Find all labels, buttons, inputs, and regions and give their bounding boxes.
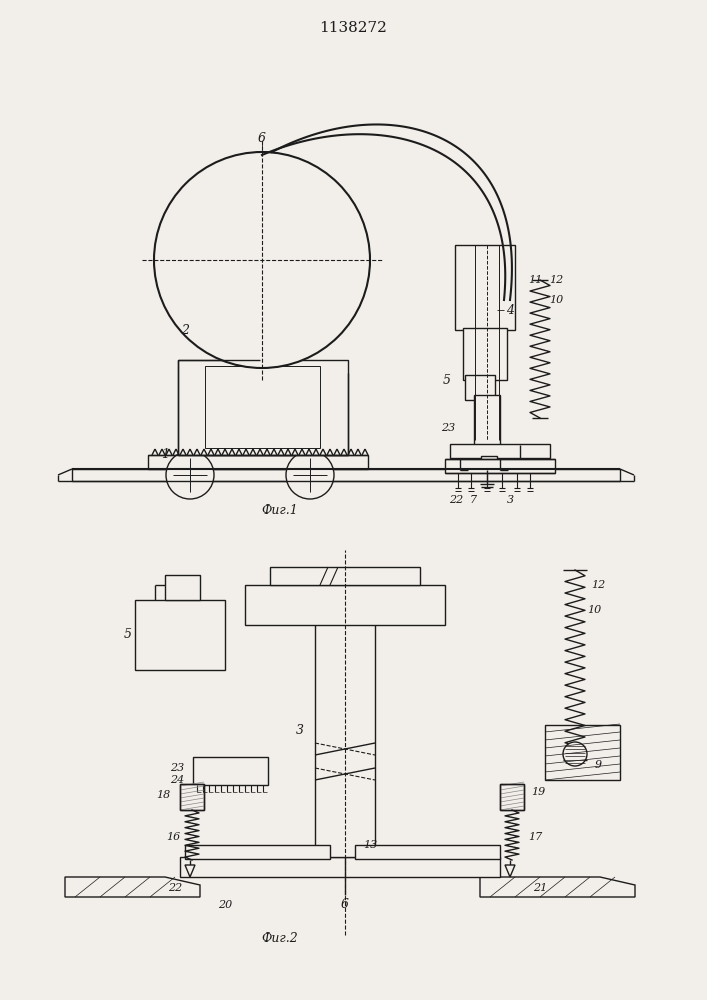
Text: 10: 10: [587, 605, 601, 615]
Text: 17: 17: [528, 832, 542, 842]
Text: 22: 22: [168, 883, 182, 893]
Text: 19: 19: [531, 787, 545, 797]
Polygon shape: [505, 865, 515, 877]
Text: 4: 4: [506, 304, 514, 316]
Text: 1138272: 1138272: [319, 21, 387, 35]
Bar: [245, 585, 445, 625]
Circle shape: [166, 451, 214, 499]
Bar: [465, 375, 495, 400]
Text: Фиг.2: Фиг.2: [262, 932, 298, 944]
Text: 13: 13: [363, 840, 377, 850]
Text: 10: 10: [549, 295, 563, 305]
Bar: [135, 600, 225, 670]
Text: 22: 22: [449, 495, 463, 505]
Bar: [355, 845, 500, 859]
Circle shape: [286, 451, 334, 499]
Bar: [72, 469, 620, 481]
Polygon shape: [185, 865, 195, 877]
Text: 16: 16: [166, 832, 180, 842]
Text: 23: 23: [170, 763, 184, 773]
Text: 6: 6: [341, 898, 349, 912]
Text: 20: 20: [218, 900, 232, 910]
Bar: [463, 328, 507, 380]
Bar: [205, 366, 320, 448]
Text: 21: 21: [533, 883, 547, 893]
Bar: [315, 610, 375, 857]
Bar: [445, 459, 555, 473]
Text: 2: 2: [181, 324, 189, 336]
Bar: [474, 395, 500, 445]
Bar: [193, 757, 268, 785]
Circle shape: [154, 152, 370, 368]
Bar: [180, 784, 204, 810]
Bar: [270, 567, 420, 585]
Circle shape: [563, 742, 587, 766]
Bar: [148, 455, 368, 469]
Bar: [455, 245, 515, 330]
Bar: [180, 857, 500, 877]
Bar: [500, 784, 524, 810]
Polygon shape: [65, 877, 200, 897]
Text: 3: 3: [296, 724, 304, 736]
Text: 12: 12: [549, 275, 563, 285]
Text: 3: 3: [506, 495, 513, 505]
Text: 7: 7: [469, 495, 477, 505]
Text: Фиг.1: Фиг.1: [262, 504, 298, 516]
Polygon shape: [480, 877, 635, 897]
Text: 18: 18: [156, 790, 170, 800]
Text: 12: 12: [591, 580, 605, 590]
Text: 6: 6: [258, 131, 266, 144]
Bar: [545, 725, 620, 780]
Bar: [450, 444, 550, 458]
Text: 5: 5: [124, 629, 132, 642]
Text: 5: 5: [443, 373, 451, 386]
Text: 11: 11: [528, 275, 542, 285]
Bar: [165, 575, 200, 600]
Bar: [481, 456, 497, 470]
Text: 1: 1: [161, 448, 169, 462]
Text: 23: 23: [441, 423, 455, 433]
Bar: [178, 360, 348, 455]
Bar: [185, 845, 330, 859]
Text: 9: 9: [595, 760, 602, 770]
Text: 24: 24: [170, 775, 184, 785]
